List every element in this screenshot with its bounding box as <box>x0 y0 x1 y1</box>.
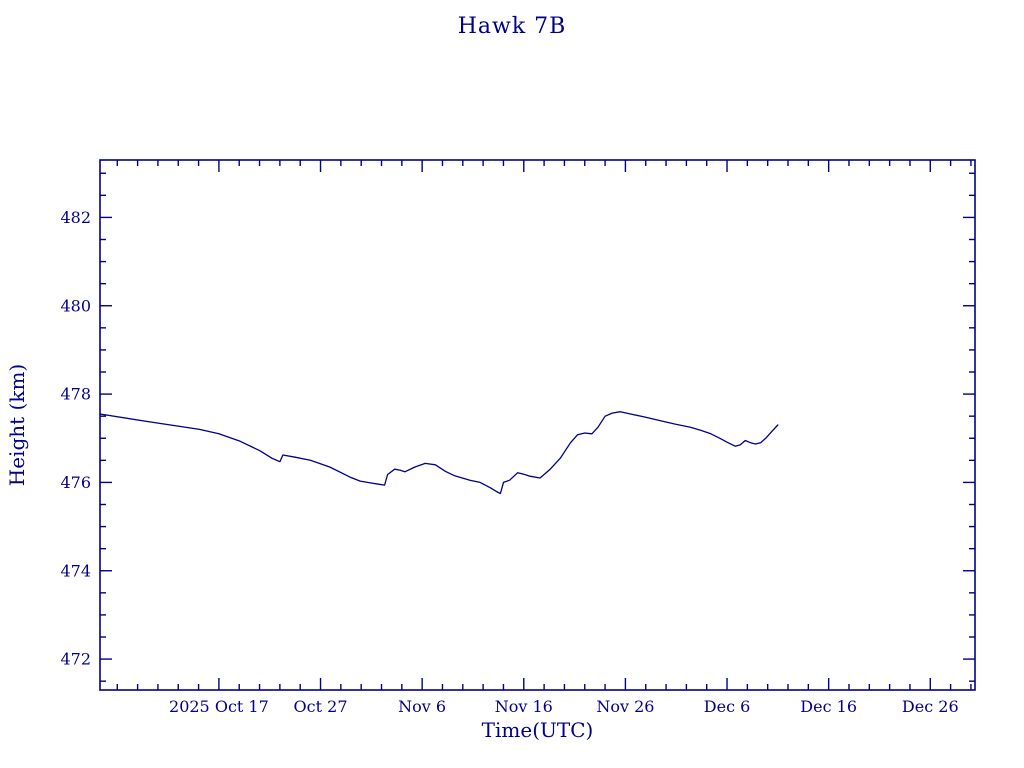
y-tick-label: 472 <box>60 650 91 669</box>
x-tick-label: Dec 16 <box>800 697 857 716</box>
y-tick-label: 474 <box>60 561 91 580</box>
y-tick-label: 476 <box>60 473 91 492</box>
chart-title: Hawk 7B <box>457 14 567 39</box>
y-tick-label: 482 <box>60 208 91 227</box>
x-tick-label: Nov 26 <box>596 697 654 716</box>
x-tick-label: Oct 27 <box>294 697 348 716</box>
x-tick-label: Dec 6 <box>704 697 751 716</box>
x-tick-label: Nov 6 <box>398 697 446 716</box>
y-tick-label: 478 <box>60 385 91 404</box>
height-series-line <box>99 411 779 495</box>
x-tick-label: Dec 26 <box>902 697 959 716</box>
x-axis-label: Time(UTC) <box>481 718 594 742</box>
x-tick-label: Nov 16 <box>495 697 553 716</box>
x-tick-label: 2025 Oct 17 <box>169 697 269 716</box>
axis-frame <box>99 159 976 691</box>
y-tick-label: 480 <box>60 296 91 315</box>
